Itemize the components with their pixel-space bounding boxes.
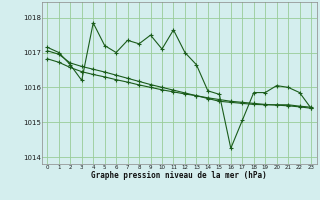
X-axis label: Graphe pression niveau de la mer (hPa): Graphe pression niveau de la mer (hPa) [91,171,267,180]
